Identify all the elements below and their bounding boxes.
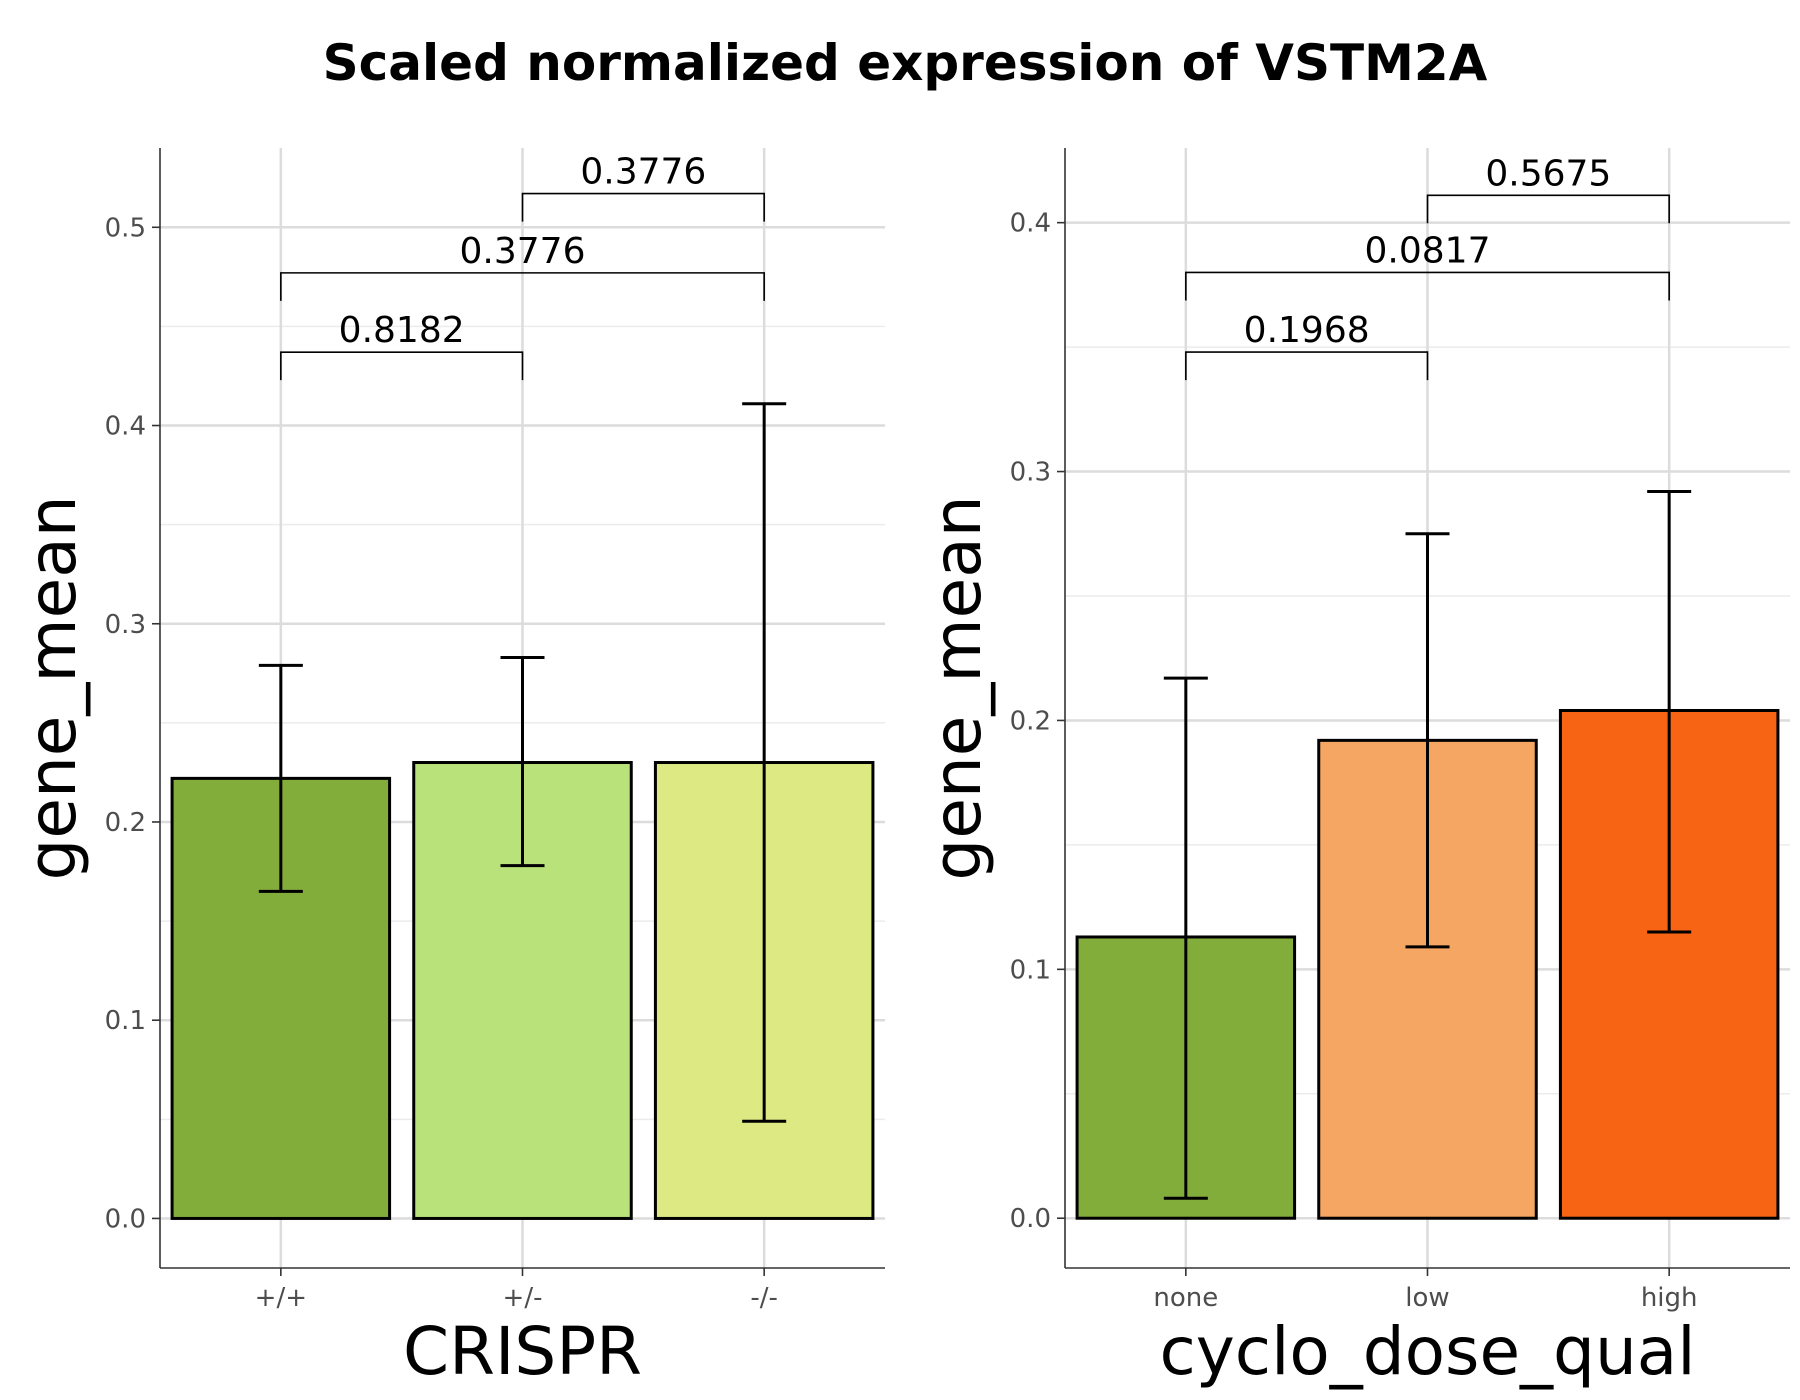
panel-2: 0.1968 0.0817 0.5675 0.0 0.1 0.2 0.3 0.4 none low… [919, 148, 1790, 1390]
x-tick-label: +/- [503, 1283, 543, 1313]
error-bar-+/- [500, 655, 545, 868]
error-bar-none [1163, 676, 1208, 1200]
p-value-label: 0.1968 [1244, 310, 1370, 351]
y-ticks: 0.0 0.1 0.2 0.3 0.4 [1010, 209, 1065, 1234]
significance-bracket [280, 272, 765, 301]
p-value-label: 0.3776 [460, 231, 586, 272]
significance-bracket [1426, 194, 1670, 224]
x-ticks: +/+ +/- -/- [255, 1268, 778, 1313]
error-bar--/- [742, 402, 787, 1123]
error-bar-low [1405, 532, 1450, 949]
x-tick-label: none [1153, 1283, 1218, 1313]
x-tick-label: low [1405, 1283, 1449, 1313]
chart-title: Scaled normalized expression of VSTM2A [323, 34, 1488, 92]
comparisons: 0.8182 0.3776 0.3776 [280, 152, 765, 381]
x-tick-label: high [1641, 1283, 1698, 1313]
p-value-label: 0.8182 [339, 310, 465, 351]
error-bars [1163, 489, 1692, 1200]
x-tick-label: +/+ [255, 1283, 307, 1313]
error-bar-high [1647, 489, 1692, 934]
y-tick-label: 0.1 [1010, 955, 1051, 985]
y-tick-label: 0.1 [105, 1006, 146, 1036]
y-tick-label: 0.3 [105, 610, 146, 640]
p-value-label: 0.0817 [1365, 230, 1491, 271]
comparisons: 0.1968 0.0817 0.5675 [1185, 153, 1670, 381]
y-ticks: 0.0 0.1 0.2 0.3 0.4 0.5 [105, 213, 160, 1234]
x-axis-title: CRISPR [403, 1313, 642, 1390]
p-value-label: 0.3776 [580, 152, 706, 193]
significance-bracket [521, 192, 765, 222]
y-tick-label: 0.2 [105, 808, 146, 838]
y-tick-label: 0.2 [1010, 706, 1051, 736]
significance-bracket [1185, 351, 1429, 381]
significance-bracket [1185, 271, 1670, 301]
x-tick-label: -/- [750, 1283, 778, 1313]
significance-bracket [280, 351, 524, 381]
p-value-label: 0.5675 [1485, 153, 1611, 194]
x-ticks: none low high [1153, 1268, 1698, 1313]
y-tick-label: 0.3 [1010, 458, 1051, 488]
error-bars [258, 402, 787, 1123]
y-tick-label: 0.5 [105, 213, 146, 243]
y-axis-title: gene_mean [14, 495, 91, 880]
y-axis-title: gene_mean [919, 495, 996, 880]
y-tick-label: 0.4 [105, 412, 146, 442]
y-tick-label: 0.0 [1010, 1204, 1051, 1234]
error-bar-+/+ [258, 663, 303, 893]
x-axis-title: cyclo_dose_qual [1159, 1313, 1695, 1390]
y-tick-label: 0.0 [105, 1204, 146, 1234]
y-tick-label: 0.4 [1010, 209, 1051, 239]
